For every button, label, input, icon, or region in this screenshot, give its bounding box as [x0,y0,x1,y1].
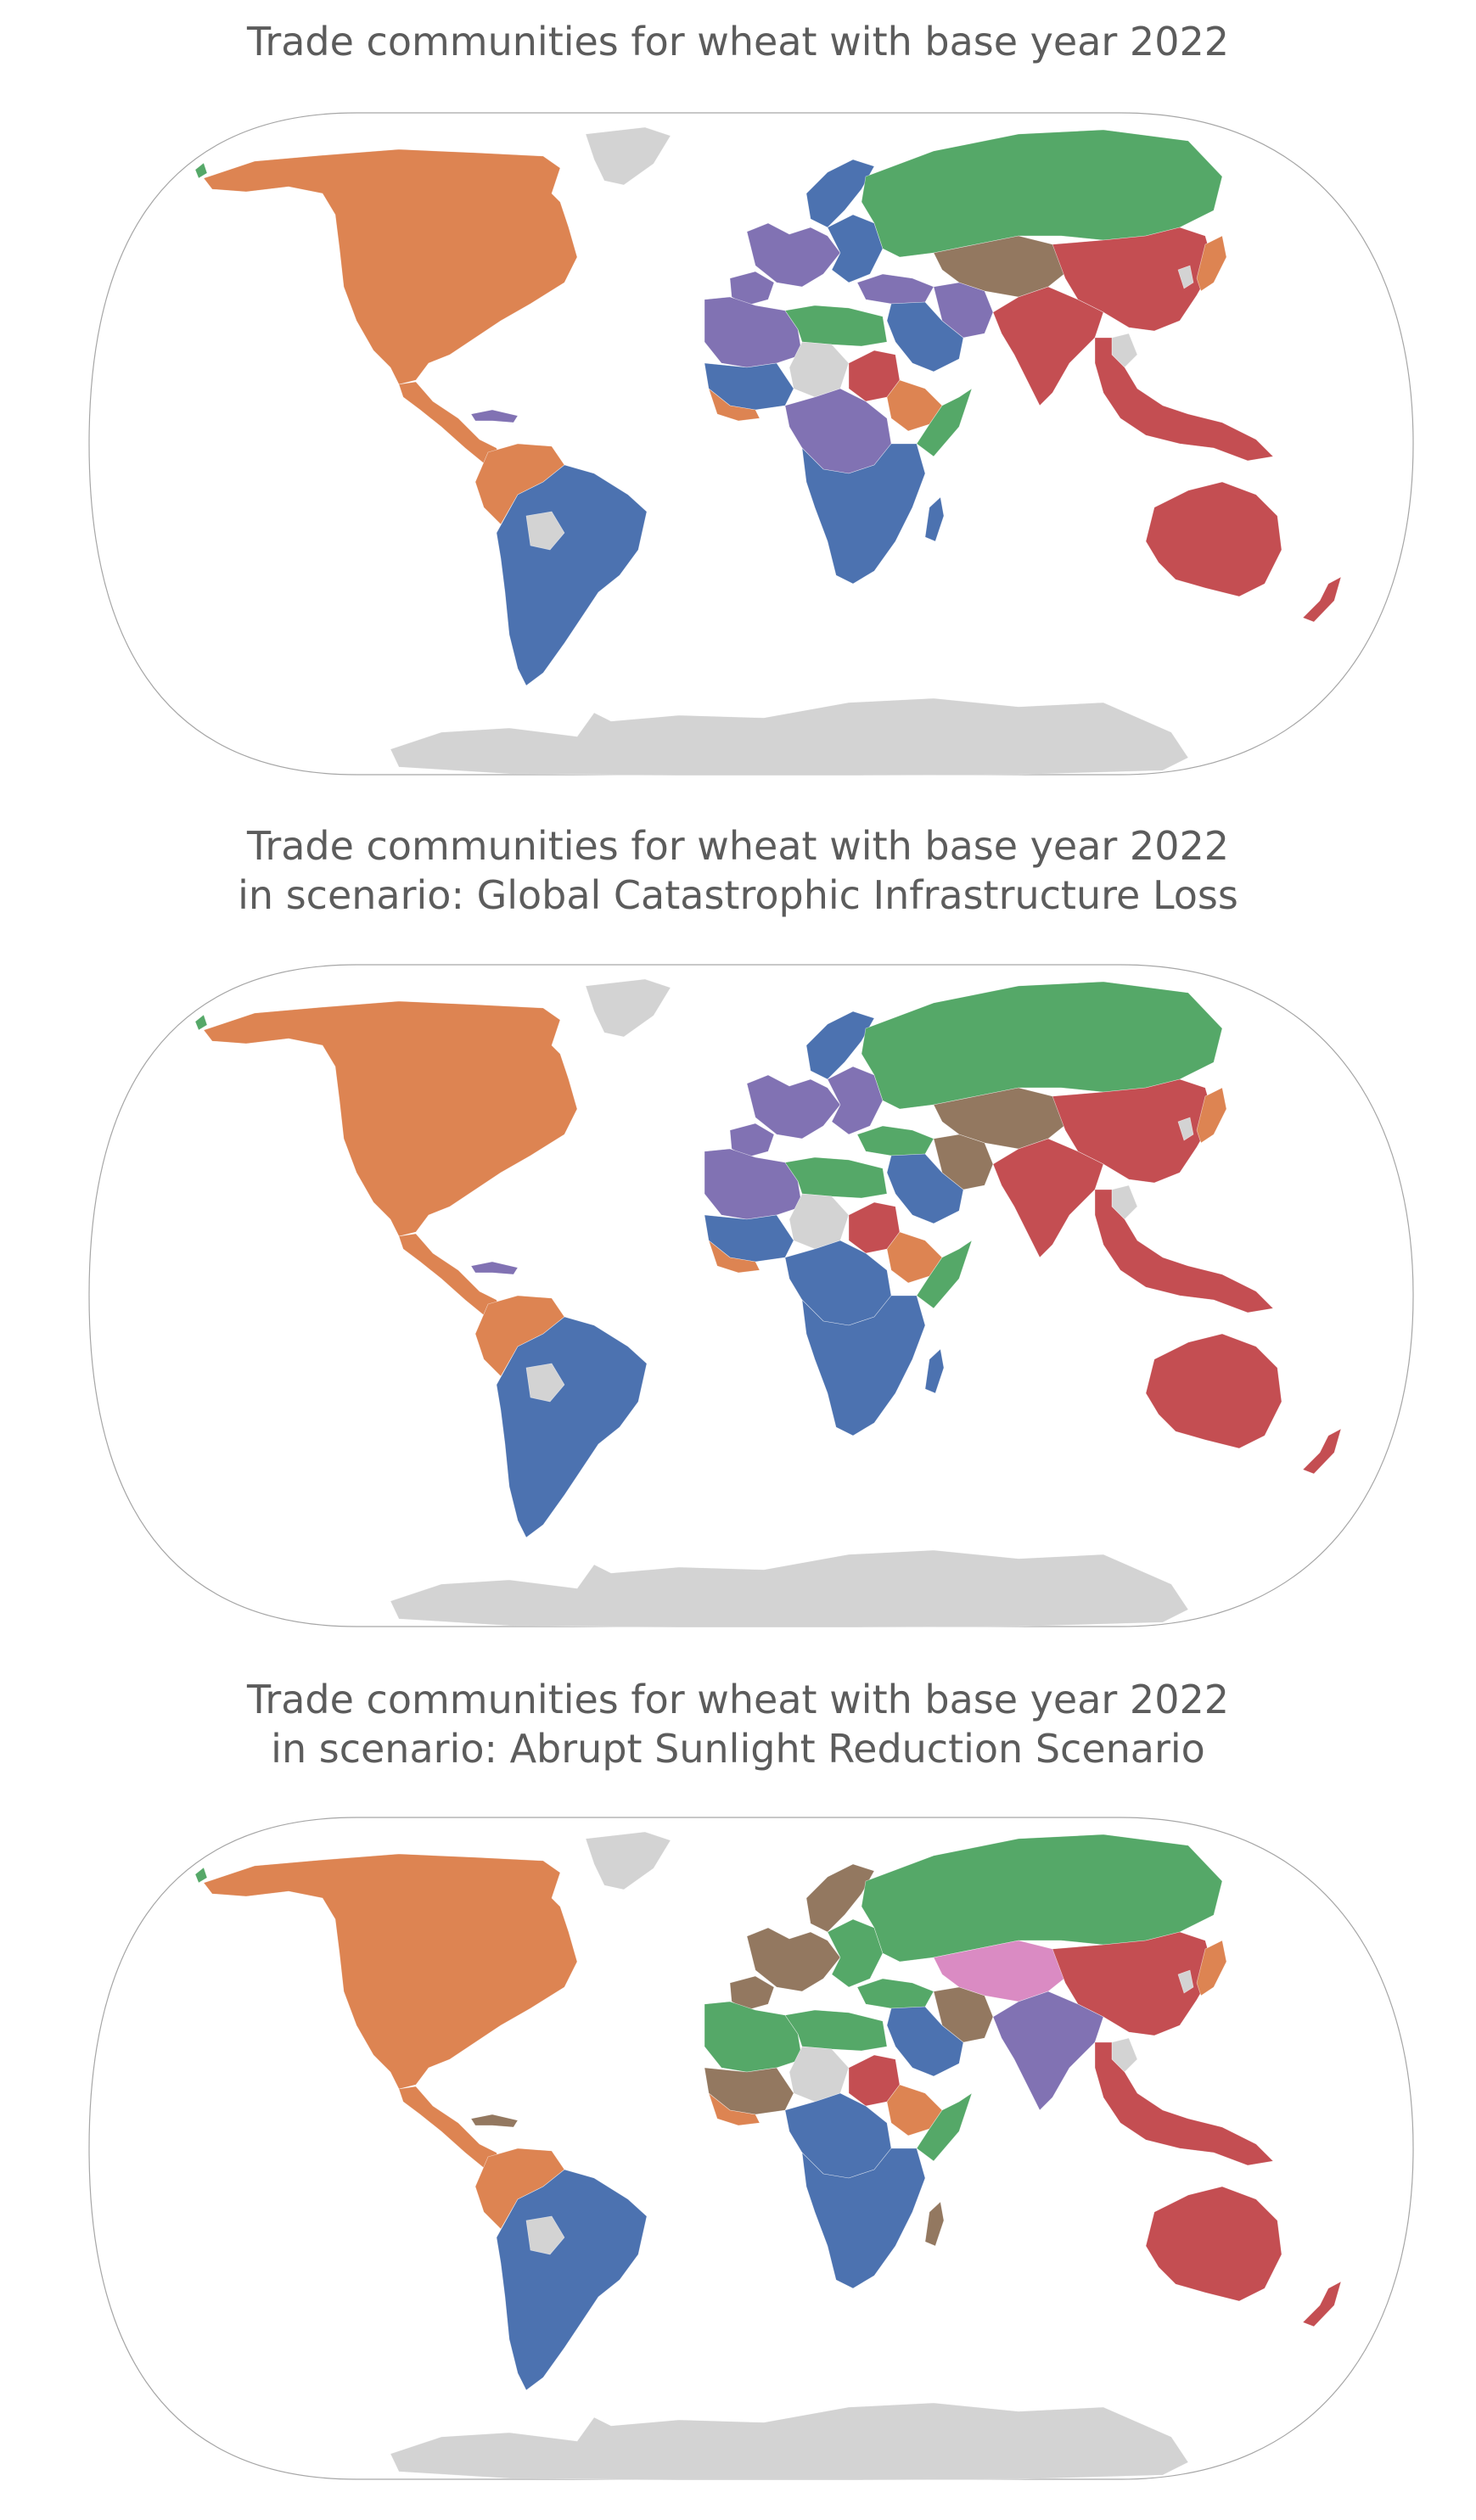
world-map [88,1817,1414,2481]
map-panel-2: Trade communities for wheat with base ye… [0,821,1476,1628]
panel-title: Trade communities for wheat with base ye… [0,821,1476,920]
region-madagascar [924,2201,945,2247]
region-iberia [729,1975,775,2011]
region-libya-egypt [784,1156,888,1199]
region-west-africa-coast [708,2092,760,2126]
region-new-zealand [1302,576,1342,623]
region-somalia [916,2092,973,2162]
region-alaska-tip [194,1867,208,1884]
region-north-america [203,1853,578,2090]
region-middle-east [886,1153,964,1224]
region-australia [1145,1333,1282,1449]
region-madagascar [924,1348,945,1394]
region-somalia [916,1240,973,1309]
panel-title-line-1: Trade communities for wheat with base ye… [246,1677,1229,1722]
region-bolivia [525,1363,565,1403]
panel-title-line-1: Trade communities for wheat with base ye… [246,823,1229,869]
world-map [88,112,1414,776]
region-eastern-europe [827,1066,884,1135]
region-caucasus-turkey [856,1125,934,1156]
region-korea [1177,1969,1194,1994]
panel-title: Trade communities for wheat with base ye… [0,1675,1476,1773]
region-libya-egypt [784,305,888,347]
region-north-america [203,148,578,385]
region-west-africa-coast [708,388,760,422]
region-australia [1145,2186,1282,2302]
region-somalia [916,388,973,457]
region-antarctica [390,1549,1189,1628]
region-alaska-tip [194,162,208,179]
region-japan [1196,1087,1227,1144]
panel-title-line-1: Trade communities for wheat with base ye… [246,19,1229,64]
region-caribbean [470,1261,519,1275]
region-scandinavia [805,1863,875,1933]
region-iran [933,1134,994,1190]
panel-title-line-2: in scenario: Global Catastrophic Infrast… [238,872,1238,918]
region-libya-egypt [784,2009,888,2052]
region-eastern-europe [827,214,884,283]
region-caucasus-turkey [856,273,934,305]
region-south-asia [992,1138,1104,1258]
region-iran [933,282,994,339]
region-korea [1177,265,1194,289]
region-japan [1196,235,1227,292]
region-iberia [729,271,775,306]
region-caribbean [470,2114,519,2128]
region-new-zealand [1302,1428,1342,1475]
region-middle-east [886,301,964,372]
region-eastern-europe [827,1918,884,1988]
region-southern-africa [801,443,926,585]
region-korea [1177,1117,1194,1141]
region-scandinavia [805,1011,875,1080]
region-southern-africa [801,1295,926,1436]
map-panel-1: Trade communities for wheat with base ye… [0,0,1476,815]
region-japan [1196,1940,1227,1996]
region-caucasus-turkey [856,1978,934,2009]
region-greenland [585,1831,671,1890]
region-australia [1145,481,1282,597]
region-antarctica [390,2402,1189,2481]
world-map [88,964,1414,1628]
region-bolivia [525,2215,565,2255]
region-iran [933,1986,994,2043]
region-iberia [729,1123,775,1158]
region-southeast-asia [1094,2041,1274,2166]
region-south-asia [992,1991,1104,2111]
region-southeast-asia [1094,1189,1274,1313]
region-antarctica [390,697,1189,776]
region-scandinavia [805,159,875,228]
region-madagascar [924,496,945,542]
region-new-zealand [1302,2281,1342,2327]
region-southern-africa [801,2148,926,2289]
region-bolivia [525,511,565,551]
region-west-africa-coast [708,1240,760,1274]
panel-title: Trade communities for wheat with base ye… [0,17,1476,66]
region-north-america [203,1000,578,1237]
panel-title-line-2: in scenario: Abrupt Sunlight Reduction S… [271,1726,1205,1772]
region-middle-east [886,2006,964,2077]
region-caribbean [470,409,519,423]
region-alaska-tip [194,1014,208,1031]
region-south-asia [992,286,1104,406]
region-southeast-asia [1094,337,1274,462]
region-greenland [585,126,671,186]
region-greenland [585,978,671,1038]
